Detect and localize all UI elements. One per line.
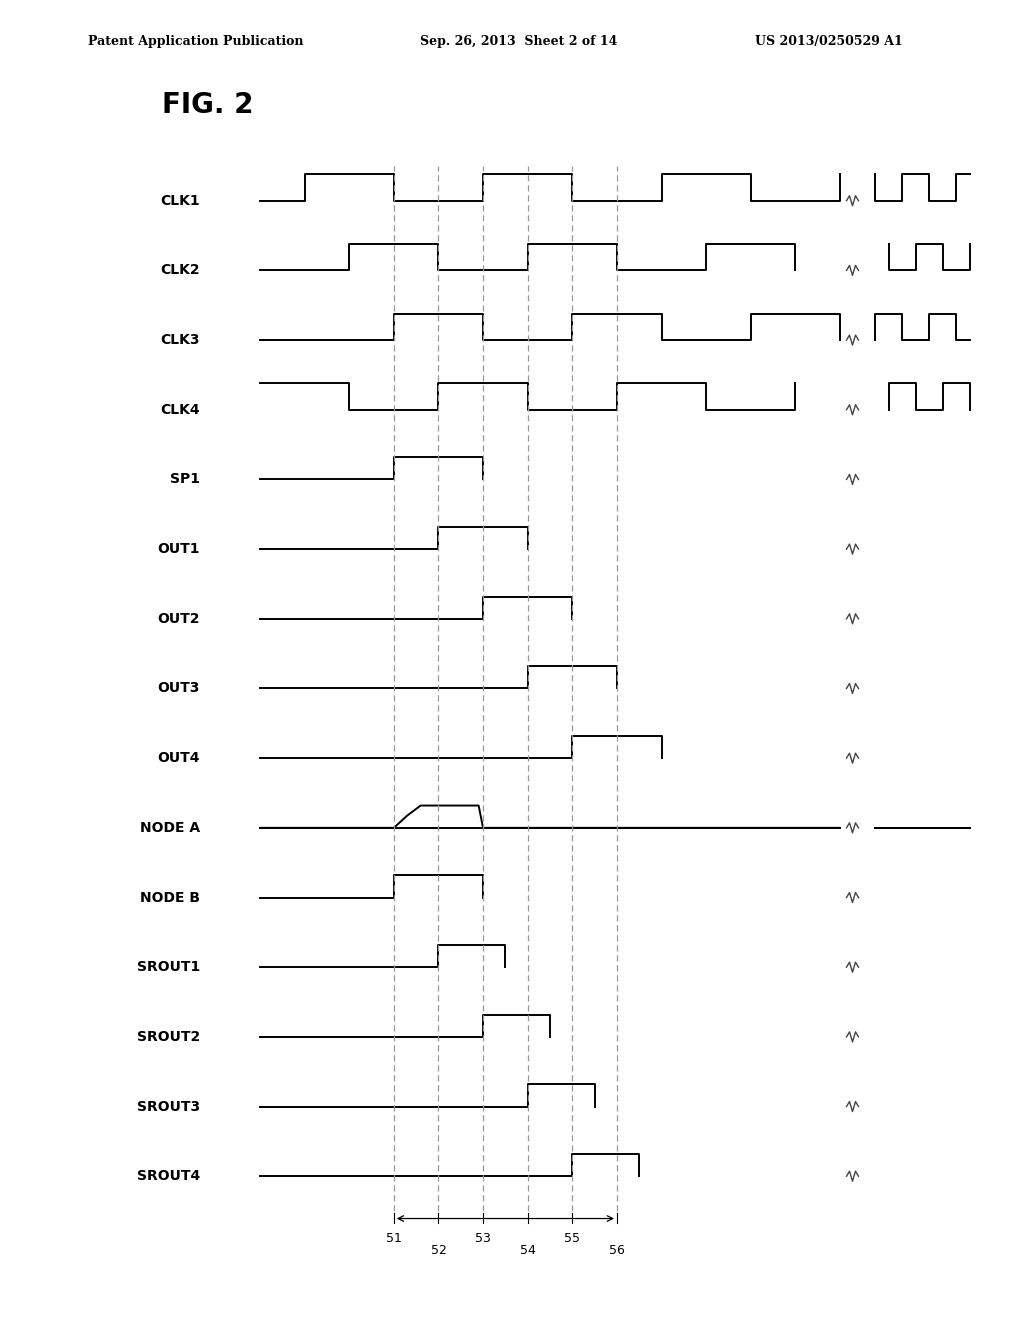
Text: OUT4: OUT4 [158, 751, 200, 766]
Text: 51: 51 [386, 1232, 401, 1245]
Text: CLK2: CLK2 [161, 264, 200, 277]
Text: 55: 55 [564, 1232, 581, 1245]
Text: 52: 52 [430, 1243, 446, 1257]
Text: NODE B: NODE B [140, 891, 200, 904]
Text: Sep. 26, 2013  Sheet 2 of 14: Sep. 26, 2013 Sheet 2 of 14 [420, 36, 617, 49]
Text: NODE A: NODE A [140, 821, 200, 834]
Text: SROUT3: SROUT3 [137, 1100, 200, 1114]
Text: OUT2: OUT2 [158, 611, 200, 626]
Text: 56: 56 [609, 1243, 625, 1257]
Text: SROUT2: SROUT2 [137, 1030, 200, 1044]
Text: SP1: SP1 [170, 473, 200, 487]
Text: FIG. 2: FIG. 2 [162, 91, 254, 119]
Text: SROUT1: SROUT1 [137, 960, 200, 974]
Text: 54: 54 [520, 1243, 536, 1257]
Text: CLK1: CLK1 [161, 194, 200, 207]
Text: CLK3: CLK3 [161, 333, 200, 347]
Text: CLK4: CLK4 [161, 403, 200, 417]
Text: OUT1: OUT1 [158, 543, 200, 556]
Text: OUT3: OUT3 [158, 681, 200, 696]
Text: 53: 53 [475, 1232, 492, 1245]
Text: SROUT4: SROUT4 [137, 1170, 200, 1183]
Text: US 2013/0250529 A1: US 2013/0250529 A1 [755, 36, 903, 49]
Text: Patent Application Publication: Patent Application Publication [88, 36, 303, 49]
